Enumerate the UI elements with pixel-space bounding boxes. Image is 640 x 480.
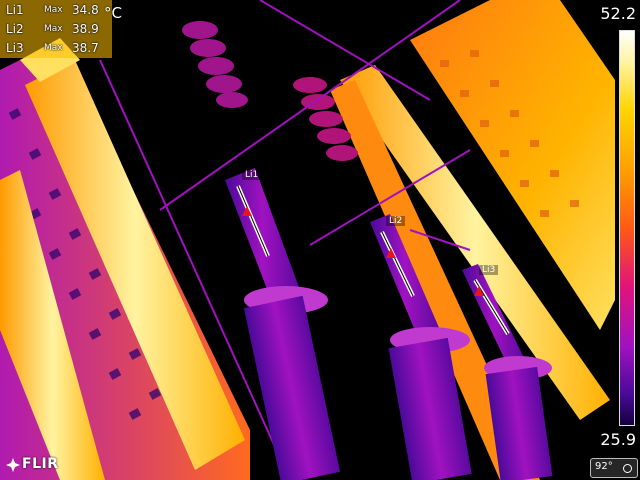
- flir-logo-icon: [6, 458, 20, 472]
- spot-label-li1: Li1: [242, 170, 262, 180]
- measurement-name: Li3: [6, 41, 24, 55]
- left-building-windows: [8, 108, 162, 420]
- spot-label-li3: Li3: [479, 265, 499, 275]
- max-marker-li2-icon: [386, 248, 396, 258]
- measurement-row-li3[interactable]: Li3 Max 38.7: [0, 40, 112, 58]
- scale-max-value: 52.2: [600, 4, 636, 23]
- wires: [99, 0, 471, 480]
- measure-line-li3[interactable]: [473, 278, 510, 336]
- insulator-top-center: [293, 77, 358, 161]
- measurement-row-li1[interactable]: Li1 Max 34.8: [0, 2, 112, 20]
- measure-line-li1[interactable]: [236, 185, 270, 257]
- right-building: [410, 0, 615, 330]
- battery-status-icon: [623, 464, 632, 473]
- left-large-pipe: [25, 60, 245, 470]
- max-marker-li1-icon: [242, 206, 252, 216]
- status-indicator: 92°: [590, 458, 638, 478]
- measurement-type: Max: [44, 43, 63, 53]
- measurement-value: 34.8: [72, 3, 99, 17]
- status-text: 92°: [595, 461, 613, 472]
- temperature-color-scale: [619, 30, 635, 426]
- measurement-value: 38.7: [72, 41, 99, 55]
- measurement-row-li2[interactable]: Li2 Max 38.9: [0, 21, 112, 39]
- max-marker-li3-icon: [474, 286, 484, 296]
- right-building-windows: [440, 50, 579, 217]
- measurement-name: Li1: [6, 3, 24, 17]
- insulator-top-left: [182, 21, 248, 108]
- far-left-pipe: [0, 170, 105, 480]
- measurement-value: 38.9: [72, 22, 99, 36]
- measurement-name: Li2: [6, 22, 24, 36]
- spot-label-li2: Li2: [386, 216, 406, 226]
- measurement-panel: Li1 Max 34.8 Li2 Max 38.9 Li3 Max 38.7: [0, 0, 112, 58]
- brand-name: FLIR: [22, 456, 59, 472]
- measure-line-li2[interactable]: [380, 231, 415, 297]
- temperature-unit: °C: [104, 4, 122, 22]
- scale-min-value: 25.9: [600, 430, 636, 449]
- right-large-pipe: [340, 65, 610, 420]
- measurement-type: Max: [44, 24, 63, 34]
- measurement-type: Max: [44, 5, 63, 15]
